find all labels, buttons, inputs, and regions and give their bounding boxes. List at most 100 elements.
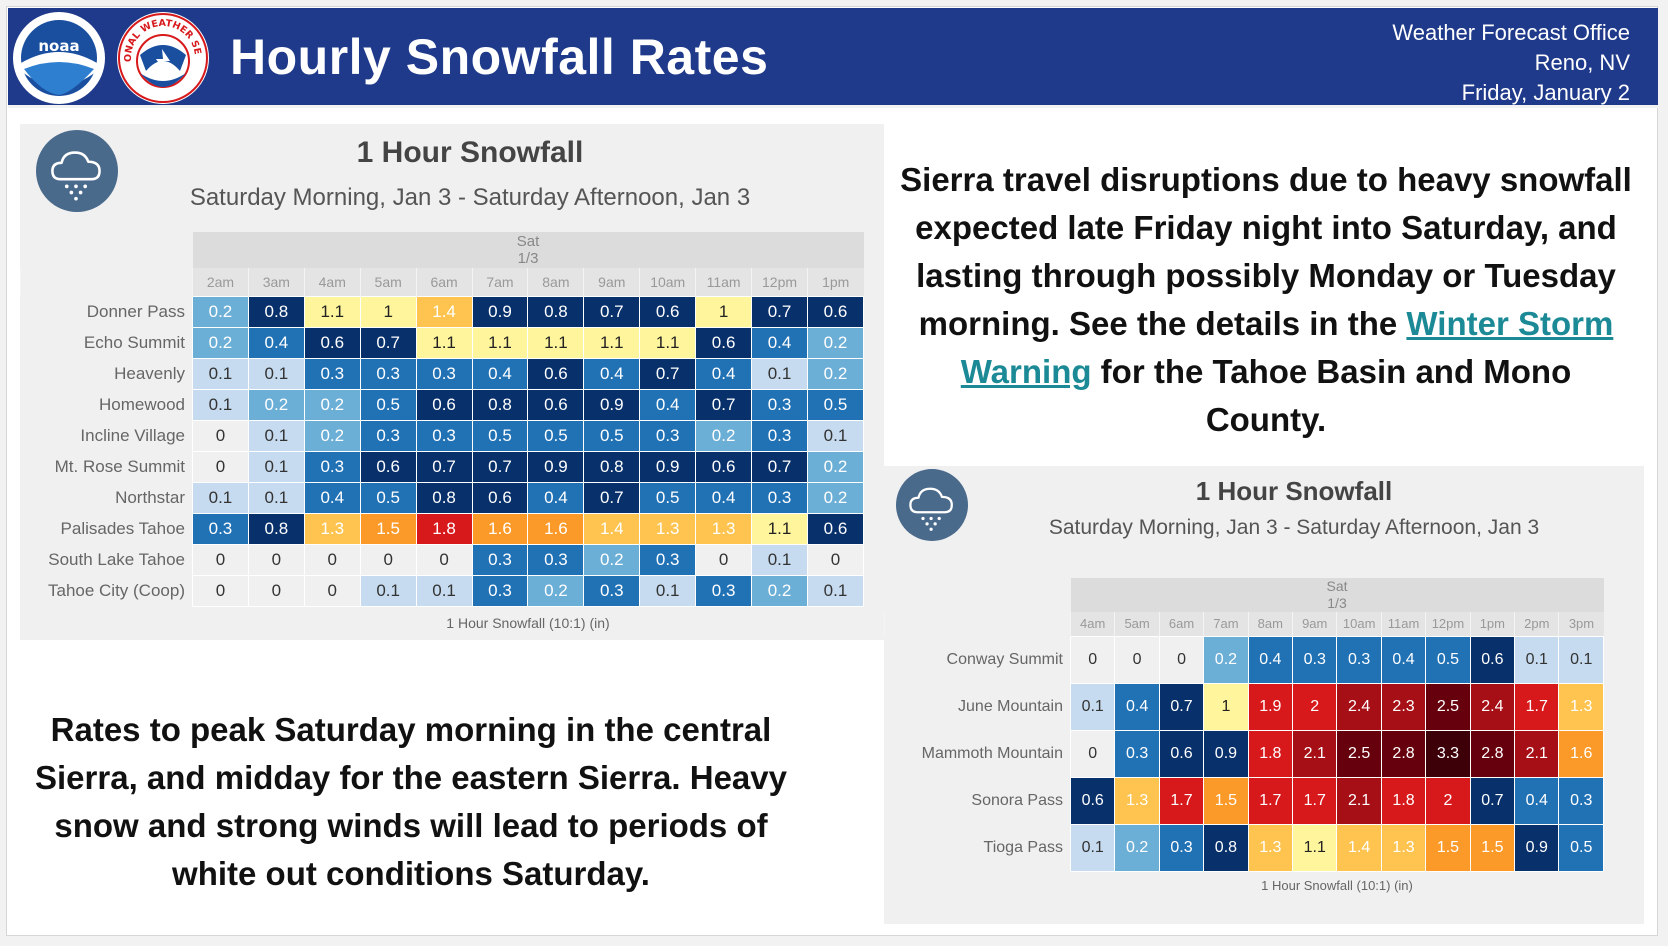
snowfall-cell: 0.1 xyxy=(1514,635,1560,684)
hour-tick-label: 3am xyxy=(247,268,305,296)
snowfall-cell: 0.8 xyxy=(471,388,529,421)
snowfall-cell: 0.4 xyxy=(1514,776,1560,825)
snowfall-cell: 0.3 xyxy=(1558,776,1604,825)
snowfall-cell: 3.3 xyxy=(1425,729,1471,778)
snowfall-cell: 0.8 xyxy=(583,450,641,483)
snowfall-cell: 0.4 xyxy=(695,481,753,514)
snowfall-cell: 0.4 xyxy=(247,326,305,359)
snowfall-cell: 0.6 xyxy=(359,450,417,483)
winter-storm-warning-link[interactable]: Winter Storm Warning xyxy=(960,305,1614,390)
snowfall-cell: 0.6 xyxy=(415,388,473,421)
snowfall-cell: 0.1 xyxy=(247,481,305,514)
snowfall-cell: 0.7 xyxy=(695,388,753,421)
hour-tick-label: 4am xyxy=(303,268,361,296)
snowfall-cell: 0.1 xyxy=(247,450,305,483)
snowfall-cell: 0.2 xyxy=(303,388,361,421)
hour-tick-label: 9am xyxy=(1292,612,1337,636)
snowfall-cell: 0 xyxy=(192,574,249,607)
location-row: Donner Pass 0.2 0.8 1.1 1 1.4 0.9 0.8 0.7 0.6 1 0.7… xyxy=(21,295,865,328)
snowfall-cell: 1.1 xyxy=(527,326,585,359)
snowfall-cell: 1.3 xyxy=(1247,823,1294,872)
snowfall-cell: 1.3 xyxy=(1114,776,1160,825)
snowfall-cell: 0.6 xyxy=(639,295,697,328)
snowfall-cell: 0.2 xyxy=(192,326,249,359)
snowfall-cell: 0.3 xyxy=(471,543,529,576)
snowfall-cell: 0 xyxy=(303,574,361,607)
snowfall-cell: 0 xyxy=(1114,635,1160,684)
location-row: Mt. Rose Summit 0 0.1 0.3 0.6 0.7 0.7 0.9 0.8 0.9… xyxy=(21,450,865,483)
snowfall-cell: 0.4 xyxy=(303,481,361,514)
snowfall-cell: 0.4 xyxy=(639,388,697,421)
day-header: Sat 1/3 xyxy=(192,232,864,268)
snowfall-cell: 0.7 xyxy=(359,326,417,359)
snowfall-cell: 0.2 xyxy=(303,419,361,452)
snowfall-cell: 0.1 xyxy=(192,388,249,421)
snowfall-cell: 1.5 xyxy=(359,512,417,545)
snow-cloud-icon xyxy=(36,130,118,212)
snowfall-cell: 1.6 xyxy=(471,512,529,545)
snowfall-cell: 0.3 xyxy=(639,543,697,576)
snowfall-cell: 0 xyxy=(247,543,305,576)
hour-tick-label: 12pm xyxy=(751,268,808,296)
snowfall-cell: 0.3 xyxy=(192,512,249,545)
snowfall-cell: 2.8 xyxy=(1469,729,1516,778)
location-label: Heavenly xyxy=(114,363,185,383)
snowfall-cell: 0 xyxy=(1158,635,1205,684)
snowfall-cell: 1.3 xyxy=(695,512,753,545)
snowfall-cell: 0 xyxy=(359,543,417,576)
corner-cell xyxy=(21,232,193,268)
snowfall-cell: 0.2 xyxy=(1203,635,1249,684)
snowfall-cell: 2 xyxy=(1425,776,1471,825)
snowfall-cell: 0.7 xyxy=(471,450,529,483)
hour-tick-label: 9am xyxy=(583,268,640,296)
snowfall-cell: 0.5 xyxy=(1425,635,1471,684)
location-row: Northstar 0.1 0.1 0.4 0.5 0.8 0.6 0.4 0.7 0.5 0.4 0… xyxy=(21,481,865,514)
location-row: Heavenly 0.1 0.1 0.3 0.3 0.3 0.4 0.6 0.4 0.7 0.4 0.… xyxy=(21,357,865,390)
snowfall-cell: 0.9 xyxy=(527,450,585,483)
snowfall-cell: 0.2 xyxy=(695,419,753,452)
snowfall-cell: 0 xyxy=(806,543,865,576)
snowfall-cell: 0.9 xyxy=(1203,729,1249,778)
hour-tick-label: 12pm xyxy=(1425,612,1471,636)
snowfall-cell: 0 xyxy=(247,574,305,607)
location-label: Tahoe City (Coop) xyxy=(47,580,185,600)
snowfall-cell: 0.7 xyxy=(751,450,808,483)
hour-tick-label: 4am xyxy=(1069,612,1115,636)
corner-cell xyxy=(884,612,1071,636)
message-text: Sierra travel disruptions due to heavy s… xyxy=(900,161,1632,342)
corner-cell xyxy=(20,268,193,296)
hour-tick-label: 10am xyxy=(1336,612,1382,636)
snowfall-cell: 0.4 xyxy=(583,357,641,390)
snowfall-cell: 1.6 xyxy=(527,512,585,545)
snowfall-cell: 0.7 xyxy=(583,481,641,514)
snowfall-cell: 0.6 xyxy=(1158,729,1205,778)
snowfall-cell: 0.4 xyxy=(471,357,529,390)
snowfall-cell: 0.2 xyxy=(192,295,249,328)
office-line: Weather Forecast Office xyxy=(1392,20,1630,45)
snowfall-cell: 0.5 xyxy=(583,419,641,452)
snowfall-cell: 0 xyxy=(192,450,249,483)
snowfall-cell: 1.7 xyxy=(1514,682,1560,731)
snowfall-cell: 0.8 xyxy=(415,481,473,514)
hour-tick-label: 1pm xyxy=(806,268,864,296)
location-row: Incline Village 0 0.1 0.2 0.3 0.3 0.5 0.5 0.5 0.3… xyxy=(21,419,865,452)
location-row: Conway Summit 0 0 0 0.2 0.4 0.3 0.3 0.4 0.5 0.6 0.1… xyxy=(885,635,1604,684)
snowfall-cell: 0.1 xyxy=(359,574,417,607)
corner-cell xyxy=(885,578,1071,612)
hour-tick-label: 5am xyxy=(359,268,417,296)
snowfall-cell: 0.8 xyxy=(1203,823,1249,872)
snowfall-cell: 1.1 xyxy=(1292,823,1338,872)
hour-tick-label: 7am xyxy=(1203,612,1249,636)
snowfall-cell: 0.1 xyxy=(1069,682,1116,731)
page-title: Hourly Snowfall Rates xyxy=(230,29,769,85)
snowfall-cell: 0.9 xyxy=(583,388,641,421)
snowfall-cell: 1.4 xyxy=(583,512,641,545)
snowfall-cell: 0.2 xyxy=(806,450,865,483)
snowfall-cell: 0.3 xyxy=(639,419,697,452)
location-row: Homewood 0.1 0.2 0.2 0.5 0.6 0.8 0.6 0.9 0.4 0.7 0.… xyxy=(21,388,865,421)
day-label: Sat xyxy=(1326,578,1348,594)
snowfall-cell: 0.4 xyxy=(751,326,808,359)
snowfall-cell: 1 xyxy=(359,295,417,328)
snowfall-cell: 1.8 xyxy=(1247,729,1294,778)
hour-tick-label: 6am xyxy=(1158,612,1204,636)
